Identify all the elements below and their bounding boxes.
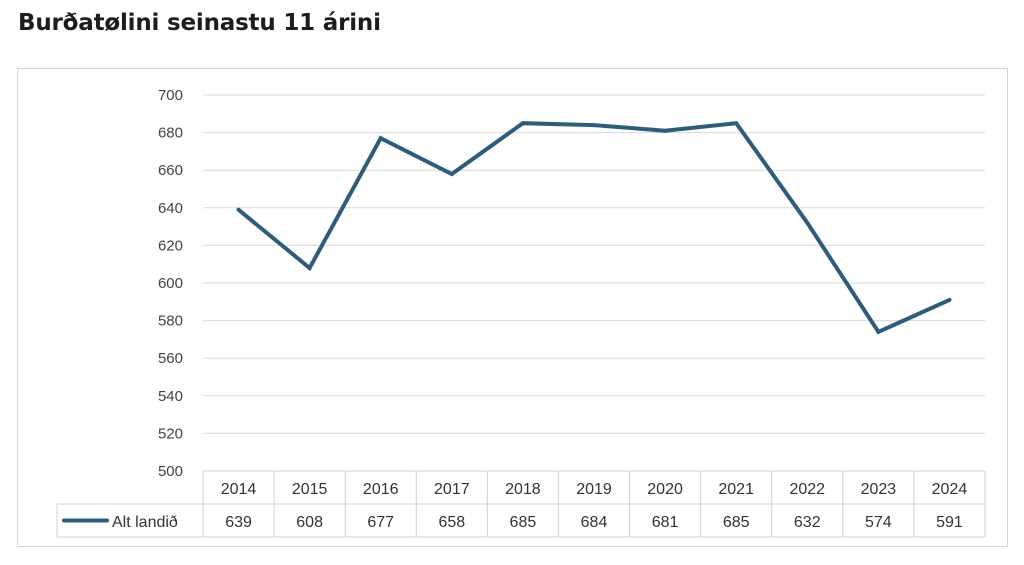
y-tick-label-680: 680 bbox=[158, 125, 183, 142]
data-point-2024 bbox=[947, 297, 952, 302]
table-value-cell: 677 bbox=[367, 514, 394, 531]
y-tick-label-520: 520 bbox=[158, 425, 183, 442]
x-category-label: 2015 bbox=[292, 481, 328, 498]
table-value-cell: 681 bbox=[652, 514, 679, 531]
table-value-cell: 658 bbox=[438, 514, 465, 531]
data-point-2016 bbox=[378, 136, 383, 141]
table-value-cell: 632 bbox=[794, 514, 821, 531]
table-value-cell: 608 bbox=[296, 514, 323, 531]
y-tick-label-620: 620 bbox=[158, 237, 183, 254]
data-point-2020 bbox=[663, 128, 668, 133]
data-point-2018 bbox=[520, 121, 525, 126]
data-point-2021 bbox=[734, 121, 739, 126]
data-point-2022 bbox=[805, 220, 810, 225]
table-value-cell: 591 bbox=[936, 514, 963, 531]
y-tick-label-540: 540 bbox=[158, 388, 183, 405]
x-category-label: 2023 bbox=[861, 481, 897, 498]
x-category-label: 2022 bbox=[789, 481, 825, 498]
data-point-2023 bbox=[876, 329, 881, 334]
table-value-cell: 685 bbox=[723, 514, 750, 531]
y-tick-label-500: 500 bbox=[158, 463, 183, 480]
x-category-label: 2016 bbox=[363, 481, 399, 498]
table-value-cell: 685 bbox=[510, 514, 537, 531]
data-point-2017 bbox=[449, 171, 454, 176]
y-tick-label-660: 660 bbox=[158, 162, 183, 179]
x-category-label: 2019 bbox=[576, 481, 612, 498]
y-tick-label-560: 560 bbox=[158, 350, 183, 367]
y-tick-label-700: 700 bbox=[158, 87, 183, 104]
x-category-label: 2018 bbox=[505, 481, 541, 498]
y-tick-label-600: 600 bbox=[158, 275, 183, 292]
table-value-cell: 684 bbox=[581, 514, 608, 531]
x-category-label: 2014 bbox=[221, 481, 257, 498]
data-point-2015 bbox=[307, 265, 312, 270]
series-line-0 bbox=[237, 121, 951, 335]
table-value-cell: 574 bbox=[865, 514, 892, 531]
x-category-label: 2017 bbox=[434, 481, 470, 498]
y-tick-label-640: 640 bbox=[158, 200, 183, 217]
legend-label-0: Alt landið bbox=[112, 514, 178, 531]
chart-frame bbox=[17, 68, 1008, 547]
data-point-2014 bbox=[236, 207, 241, 212]
page-title: Burðatølini seinastu 11 árini bbox=[18, 10, 381, 36]
y-tick-label-580: 580 bbox=[158, 313, 183, 330]
x-category-label: 2024 bbox=[932, 481, 968, 498]
table-value-cell: 639 bbox=[225, 514, 252, 531]
x-category-label: 2020 bbox=[647, 481, 683, 498]
data-point-2019 bbox=[592, 123, 596, 128]
x-category-label: 2021 bbox=[718, 481, 754, 498]
